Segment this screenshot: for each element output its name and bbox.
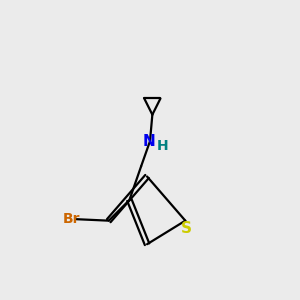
Text: Br: Br [62,212,80,226]
Text: S: S [181,221,192,236]
Text: N: N [142,134,155,149]
Text: H: H [157,139,168,153]
